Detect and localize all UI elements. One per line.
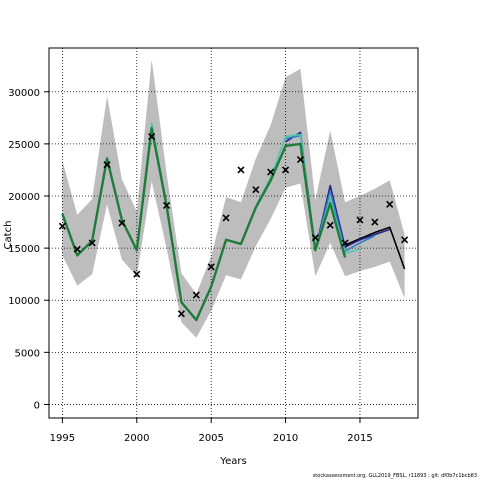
confidence-band — [62, 59, 405, 338]
x-tick-label: 2010 — [273, 433, 298, 444]
observed-point — [207, 263, 215, 271]
x-tick-label: 2000 — [124, 433, 149, 444]
y-axis-title: Catch — [3, 221, 14, 250]
observed-point — [341, 239, 349, 247]
x-tick-label: 1995 — [50, 433, 75, 444]
observed-point — [88, 239, 96, 247]
observed-point — [386, 200, 394, 208]
observed-point — [103, 161, 111, 169]
observed-point — [282, 166, 290, 174]
plot-frame — [48, 47, 419, 419]
observed-point — [371, 218, 379, 226]
y-tick-label: 0 — [34, 400, 40, 411]
y-tick-label: 5000 — [15, 348, 40, 359]
observed-point — [252, 186, 260, 194]
observed-point — [222, 214, 230, 222]
x-tick-label: 2015 — [347, 433, 372, 444]
y-tick-label: 20000 — [8, 192, 40, 203]
confidence-band-layer — [62, 59, 405, 338]
observed-point — [148, 133, 156, 141]
observed-point — [267, 168, 275, 176]
observed-point — [326, 221, 334, 229]
x-tick-label: 2005 — [198, 433, 223, 444]
axis-layer: 1995 2000 2005 2010 2015 0 5000 10000 15000 20000… — [8, 88, 373, 444]
observed-point — [401, 236, 409, 244]
series-layer — [61, 122, 406, 322]
observed-point — [311, 234, 319, 242]
observed-point — [118, 219, 126, 227]
observed-point — [58, 222, 66, 230]
y-tick-label: 30000 — [8, 88, 40, 99]
y-tick-label: 10000 — [8, 296, 40, 307]
observed-point — [177, 310, 185, 318]
series-line — [61, 127, 347, 322]
observed-point — [133, 270, 141, 278]
observed-point — [162, 201, 171, 209]
x-axis-title: Years — [219, 456, 246, 467]
observed-points-layer — [58, 133, 409, 318]
observed-point — [192, 291, 200, 299]
observed-point — [73, 245, 81, 253]
y-tick-label: 25000 — [8, 140, 40, 151]
series-line — [344, 226, 406, 270]
y-tick-label: 15000 — [8, 244, 40, 255]
observed-point — [237, 166, 245, 174]
observed-point — [296, 155, 305, 164]
footer-credit: stockassessment.org, GLL2019_FBSL, r1189… — [312, 473, 477, 479]
observed-point — [356, 216, 364, 224]
